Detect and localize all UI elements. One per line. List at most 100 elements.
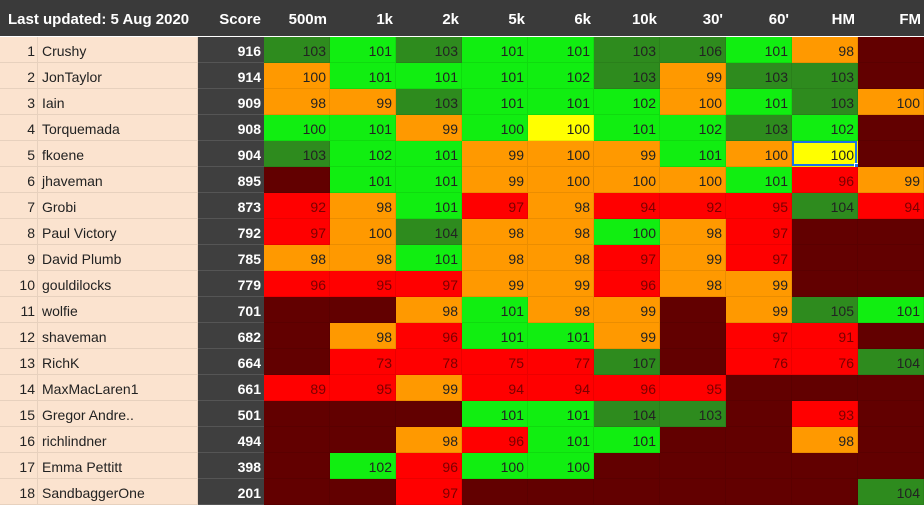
result-cell-6k[interactable]: 98: [528, 297, 594, 323]
result-cell-10k[interactable]: 99: [594, 297, 660, 323]
athlete-name-cell[interactable]: Emma Pettitt: [38, 453, 198, 479]
score-cell[interactable]: 682: [198, 323, 264, 349]
result-cell-500m[interactable]: 103: [264, 37, 330, 63]
result-cell-5k[interactable]: 99: [462, 141, 528, 167]
result-cell-500m[interactable]: [264, 323, 330, 349]
athlete-name-cell[interactable]: shaveman: [38, 323, 198, 349]
result-cell-2k[interactable]: 99: [396, 375, 462, 401]
result-cell-fm[interactable]: 94: [858, 193, 924, 219]
result-cell-10k[interactable]: 100: [594, 219, 660, 245]
event-header-30min[interactable]: 30': [702, 11, 723, 28]
result-cell-hm[interactable]: 105: [792, 297, 858, 323]
event-header-5k[interactable]: 5k: [508, 11, 525, 28]
result-cell-fm[interactable]: [858, 219, 924, 245]
rank-cell[interactable]: 4: [0, 115, 38, 141]
result-cell-1k[interactable]: 99: [330, 89, 396, 115]
result-cell-1k[interactable]: [330, 479, 396, 505]
result-cell-30min[interactable]: [660, 297, 726, 323]
rank-cell[interactable]: 14: [0, 375, 38, 401]
rank-cell[interactable]: 12: [0, 323, 38, 349]
result-cell-10k[interactable]: [594, 453, 660, 479]
result-cell-hm[interactable]: 96: [792, 167, 858, 193]
result-cell-2k[interactable]: 101: [396, 167, 462, 193]
rank-cell[interactable]: 7: [0, 193, 38, 219]
result-cell-30min[interactable]: 95: [660, 375, 726, 401]
selected-cell[interactable]: 100: [792, 141, 858, 167]
result-cell-10k[interactable]: 101: [594, 115, 660, 141]
result-cell-500m[interactable]: 92: [264, 193, 330, 219]
result-cell-30min[interactable]: 99: [660, 245, 726, 271]
athlete-name-cell[interactable]: Torquemada: [38, 115, 198, 141]
rank-cell[interactable]: 11: [0, 297, 38, 323]
result-cell-5k[interactable]: 98: [462, 219, 528, 245]
result-cell-2k[interactable]: 97: [396, 271, 462, 297]
result-cell-500m[interactable]: 103: [264, 141, 330, 167]
result-cell-hm[interactable]: 93: [792, 401, 858, 427]
result-cell-6k[interactable]: 98: [528, 219, 594, 245]
result-cell-5k[interactable]: 101: [462, 297, 528, 323]
rank-cell[interactable]: 9: [0, 245, 38, 271]
result-cell-hm[interactable]: 104: [792, 193, 858, 219]
result-cell-60min[interactable]: 99: [726, 297, 792, 323]
result-cell-500m[interactable]: [264, 453, 330, 479]
result-cell-hm[interactable]: [792, 375, 858, 401]
result-cell-2k[interactable]: 101: [396, 63, 462, 89]
result-cell-hm[interactable]: 103: [792, 89, 858, 115]
result-cell-10k[interactable]: 104: [594, 401, 660, 427]
result-cell-60min[interactable]: 101: [726, 37, 792, 63]
score-cell[interactable]: 494: [198, 427, 264, 453]
result-cell-5k[interactable]: 96: [462, 427, 528, 453]
rank-cell[interactable]: 10: [0, 271, 38, 297]
athlete-name-cell[interactable]: Grobi: [38, 193, 198, 219]
result-cell-10k[interactable]: 96: [594, 271, 660, 297]
athlete-name-cell[interactable]: David Plumb: [38, 245, 198, 271]
result-cell-500m[interactable]: [264, 349, 330, 375]
result-cell-2k[interactable]: 96: [396, 323, 462, 349]
result-cell-10k[interactable]: 101: [594, 427, 660, 453]
result-cell-6k[interactable]: 94: [528, 375, 594, 401]
athlete-name-cell[interactable]: jhaveman: [38, 167, 198, 193]
result-cell-30min[interactable]: 100: [660, 89, 726, 115]
result-cell-500m[interactable]: 100: [264, 115, 330, 141]
score-cell[interactable]: 501: [198, 401, 264, 427]
result-cell-10k[interactable]: 107: [594, 349, 660, 375]
result-cell-fm[interactable]: [858, 375, 924, 401]
athlete-name-cell[interactable]: RichK: [38, 349, 198, 375]
result-cell-2k[interactable]: 103: [396, 89, 462, 115]
result-cell-60min[interactable]: 95: [726, 193, 792, 219]
result-cell-500m[interactable]: 89: [264, 375, 330, 401]
score-cell[interactable]: 664: [198, 349, 264, 375]
score-cell[interactable]: 916: [198, 37, 264, 63]
result-cell-500m[interactable]: [264, 297, 330, 323]
rank-cell[interactable]: 16: [0, 427, 38, 453]
result-cell-10k[interactable]: 94: [594, 193, 660, 219]
result-cell-fm[interactable]: [858, 37, 924, 63]
result-cell-5k[interactable]: 101: [462, 323, 528, 349]
result-cell-hm[interactable]: 103: [792, 63, 858, 89]
rank-cell[interactable]: 2: [0, 63, 38, 89]
result-cell-1k[interactable]: 95: [330, 375, 396, 401]
result-cell-60min[interactable]: 101: [726, 89, 792, 115]
result-cell-hm[interactable]: [792, 479, 858, 505]
result-cell-2k[interactable]: 101: [396, 193, 462, 219]
score-cell[interactable]: 779: [198, 271, 264, 297]
event-header-60min[interactable]: 60': [768, 11, 789, 28]
result-cell-30min[interactable]: [660, 453, 726, 479]
athlete-name-cell[interactable]: fkoene: [38, 141, 198, 167]
result-cell-hm[interactable]: [792, 453, 858, 479]
result-cell-hm[interactable]: 102: [792, 115, 858, 141]
result-cell-6k[interactable]: 98: [528, 245, 594, 271]
result-cell-60min[interactable]: 76: [726, 349, 792, 375]
result-cell-10k[interactable]: 100: [594, 167, 660, 193]
result-cell-10k[interactable]: 103: [594, 63, 660, 89]
result-cell-1k[interactable]: 101: [330, 63, 396, 89]
result-cell-500m[interactable]: 98: [264, 89, 330, 115]
result-cell-1k[interactable]: 102: [330, 141, 396, 167]
result-cell-6k[interactable]: 101: [528, 427, 594, 453]
result-cell-30min[interactable]: 102: [660, 115, 726, 141]
event-header-500m[interactable]: 500m: [288, 11, 327, 28]
result-cell-60min[interactable]: 97: [726, 323, 792, 349]
result-cell-1k[interactable]: 100: [330, 219, 396, 245]
result-cell-hm[interactable]: 91: [792, 323, 858, 349]
score-cell[interactable]: 661: [198, 375, 264, 401]
